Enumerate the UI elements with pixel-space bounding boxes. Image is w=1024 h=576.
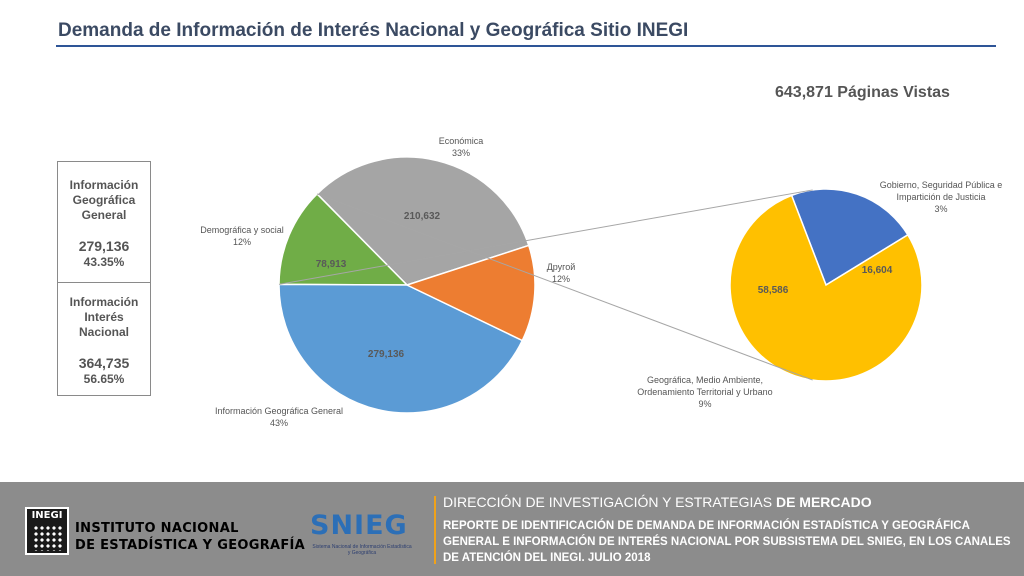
inegi-logo: INEGI [25, 507, 69, 555]
connector-line-bottom [316, 193, 813, 381]
pie-slice-informacion-geografica-general [278, 283, 524, 414]
summary-nat-value: 364,735 [78, 355, 130, 371]
category-label-informacion-geografica-general-line1: Información Geográfica General [215, 406, 343, 416]
summary-geo-label: Información Geográfica General [69, 178, 139, 222]
category-label-gobierno-seguridad-publica-e-imparticion-de-justicia-line1: Gobierno, Seguridad Pública e [880, 180, 1003, 190]
summary-nat-pct: 56.65% [83, 372, 125, 386]
summary-geo-value: 279,136 [78, 238, 130, 254]
category-label-geografica-medio-ambiente-ordenamiento-territorial-y-urbano-line2: Ordenamiento Territorial y Urbano [637, 387, 772, 397]
connector-line-top [278, 189, 813, 285]
pct-label-demografica-y-social: 12% [233, 237, 251, 247]
footer-heading-bold: DE MERCADO [775, 494, 872, 510]
title-divider [56, 45, 996, 47]
total-pageviews: 643,871 Páginas Vistas [775, 84, 950, 101]
pie-of-pie-chart: 210,632 279,136 78,913 16,604 58,586 Económic… [200, 136, 1003, 428]
summary-panel: Información Geográfica General 279,136 4… [57, 161, 151, 396]
snieg-logo-subtitle: Sistema Nacional de Información Estadíst… [312, 544, 412, 556]
pct-label-economica: 33% [452, 148, 470, 158]
pie-slice-demografica-y-social [404, 244, 536, 342]
page-title: Demanda de Información de Interés Nacion… [58, 20, 689, 41]
summary-national: Información Interés Nacional 364,735 56.… [58, 283, 150, 396]
category-label-other-line1: Другой [547, 262, 576, 272]
snieg-logo-word: SNIEG [310, 510, 408, 541]
institute-name: INSTITUTO NACIONAL DE ESTADÍSTICA Y GEOG… [75, 520, 305, 554]
footer-heading-regular: DIRECCIÓN DE INVESTIGACIÓN Y ESTRATEGIAS [443, 494, 776, 510]
pct-label-gobierno-seguridad-publica-e-imparticion-de-justicia: 3% [934, 204, 947, 214]
category-label-gobierno-seguridad-publica-e-imparticion-de-justicia-line2: Impartición de Justicia [896, 192, 985, 202]
summary-geo-pct: 43.35% [83, 255, 125, 269]
summary-geographic: Información Geográfica General 279,136 4… [58, 162, 150, 283]
category-label-economica-line1: Económica [439, 136, 484, 146]
inegi-logo-dots [33, 525, 63, 551]
institute-name-line1: INSTITUTO NACIONAL [75, 521, 239, 536]
pie-slice-other [278, 192, 409, 286]
pct-label-other: 12% [552, 274, 570, 284]
institute-name-line2: DE ESTADÍSTICA Y GEOGRAFÍA [75, 538, 306, 553]
value-label-geografica-medio-ambiente-ordenamiento-territorial-y-urbano: 58,586 [758, 285, 789, 296]
footer-heading: DIRECCIÓN DE INVESTIGACIÓN Y ESTRATEGIAS… [443, 494, 872, 510]
footer-bar: INEGI INSTITUTO NACIONAL DE ESTADÍSTICA … [0, 482, 1024, 576]
summary-nat-label: Información Interés Nacional [69, 295, 139, 339]
value-label-informacion-geografica-general: 279,136 [368, 349, 405, 360]
category-label-demografica-y-social-line1: Demográfica y social [200, 225, 284, 235]
pct-label-geografica-medio-ambiente-ordenamiento-territorial-y-urbano: 9% [698, 399, 711, 409]
pct-label-informacion-geografica-general: 43% [270, 418, 288, 428]
inegi-logo-text: INEGI [31, 510, 63, 521]
value-label-demografica-y-social: 78,913 [316, 259, 347, 270]
value-label-economica: 210,632 [404, 211, 441, 222]
snieg-logo: SNIEG Sistema Nacional de Información Es… [310, 510, 420, 560]
category-label-geografica-medio-ambiente-ordenamiento-territorial-y-urbano-line1: Geográfica, Medio Ambiente, [647, 375, 763, 385]
footer-divider [434, 496, 436, 564]
secondary-slice-geografica-medio-ambiente-ordenamiento-territorial-y-urbano [729, 194, 923, 382]
value-label-gobierno-seguridad-publica-e-imparticion-de-justicia: 16,604 [862, 265, 893, 276]
pie-slice-economica [315, 156, 530, 286]
footer-report-title: REPORTE DE IDENTIFICACIÓN DE DEMANDA DE … [443, 520, 1011, 564]
